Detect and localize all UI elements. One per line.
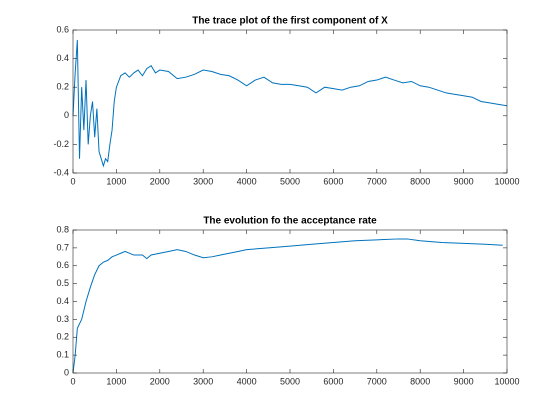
y-tick-label: 0 — [64, 367, 69, 377]
x-tick-label: 0 — [70, 376, 75, 386]
x-tick-label: 1000 — [106, 176, 126, 186]
x-tick-label: 3000 — [193, 176, 213, 186]
chart-title: The trace plot of the first component of… — [192, 16, 388, 27]
y-tick-label: 0.7 — [56, 242, 69, 252]
y-tick-label: 0.6 — [56, 24, 69, 34]
y-tick-label: -0.2 — [53, 139, 69, 149]
y-tick-label: 0.8 — [56, 224, 69, 234]
x-tick-label: 6000 — [323, 176, 343, 186]
x-tick-label: 5000 — [280, 376, 300, 386]
x-tick-label: 4000 — [237, 376, 257, 386]
y-tick-label: 0.1 — [56, 350, 69, 360]
x-tick-label: 4000 — [237, 176, 257, 186]
x-tick-label: 2000 — [150, 376, 170, 386]
data-line — [72, 238, 503, 374]
x-tick-label: 3000 — [193, 376, 213, 386]
y-tick-label: 0.5 — [56, 278, 69, 288]
x-tick-label: 0 — [70, 176, 75, 186]
y-tick-label: 0.4 — [56, 296, 69, 306]
x-tick-label: 7000 — [367, 376, 387, 386]
x-tick-label: 8000 — [410, 376, 430, 386]
y-tick-label: 0.3 — [56, 314, 69, 324]
x-tick-label: 9000 — [454, 176, 474, 186]
axes-background — [73, 30, 507, 173]
x-tick-label: 9000 — [454, 376, 474, 386]
y-tick-label: 0.2 — [56, 332, 69, 342]
y-tick-label: 0.6 — [56, 260, 69, 270]
axes-background — [73, 230, 507, 373]
x-tick-label: 10000 — [494, 376, 519, 386]
x-tick-label: 10000 — [494, 176, 519, 186]
x-tick-label: 1000 — [106, 376, 126, 386]
y-tick-label: -0.4 — [53, 167, 69, 177]
y-tick-label: 0.4 — [56, 53, 69, 63]
x-tick-label: 5000 — [280, 176, 300, 186]
x-tick-label: 2000 — [150, 176, 170, 186]
y-tick-label: 0.2 — [56, 82, 69, 92]
y-tick-label: 0 — [64, 110, 69, 120]
data-line — [72, 39, 508, 168]
x-tick-label: 8000 — [410, 176, 430, 186]
x-tick-label: 7000 — [367, 176, 387, 186]
x-tick-label: 6000 — [323, 376, 343, 386]
chart-title: The evolution fo the acceptance rate — [203, 216, 377, 227]
